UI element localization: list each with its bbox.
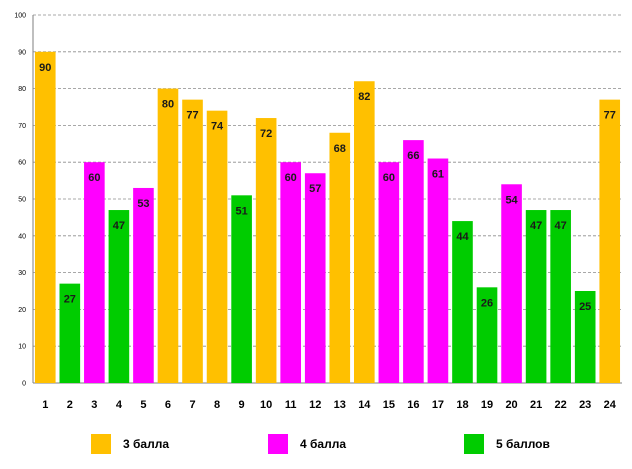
data-label-13: 68 [334, 143, 346, 155]
x-tick-label-8: 8 [214, 399, 220, 411]
y-tick-label: 0 [22, 381, 26, 388]
x-tick-label-15: 15 [383, 399, 395, 411]
x-tick-label-22: 22 [555, 399, 567, 411]
data-label-21: 47 [530, 220, 542, 232]
x-tick-label-24: 24 [604, 399, 617, 411]
legend-swatch-4 [268, 434, 288, 454]
legend-swatch-5 [464, 434, 484, 454]
bar-3 [84, 162, 105, 383]
data-label-9: 51 [235, 205, 247, 217]
bar-16 [403, 140, 424, 383]
bar-12 [304, 173, 326, 383]
legend-label-3: 3 балла [123, 437, 170, 451]
bar-13 [329, 132, 351, 383]
y-tick-labels: 0 10 20 30 40 50 60 70 80 90 100 [14, 13, 26, 388]
y-tick-label: 70 [18, 123, 26, 130]
bar-22 [550, 210, 571, 383]
x-tick-label-11: 11 [285, 399, 297, 411]
bar-15 [378, 162, 400, 383]
x-tick-label-18: 18 [456, 399, 468, 411]
x-tick-label-6: 6 [165, 399, 171, 411]
bar-7 [182, 99, 203, 383]
x-tick-label-12: 12 [309, 399, 321, 411]
x-tick-label-21: 21 [530, 399, 542, 411]
x-tick-label-23: 23 [579, 399, 591, 411]
legend-label-5: 5 баллов [496, 437, 550, 451]
bar-8 [206, 110, 228, 384]
data-label-17: 61 [432, 169, 444, 181]
data-label-15: 60 [383, 172, 395, 184]
bar-6 [157, 88, 179, 383]
y-tick-label: 10 [18, 344, 26, 351]
y-tick-label: 60 [18, 160, 26, 167]
data-label-1: 90 [39, 62, 51, 74]
data-label-3: 60 [88, 172, 100, 184]
data-label-24: 77 [604, 110, 616, 122]
bar-10 [255, 118, 277, 383]
bar-9 [231, 195, 252, 383]
data-label-18: 44 [456, 231, 469, 243]
x-tick-label-3: 3 [91, 399, 97, 411]
legend-item-4: 4 балла [268, 432, 346, 456]
bar-11 [280, 162, 301, 383]
bar-17 [427, 158, 449, 383]
bar-4 [108, 210, 130, 383]
x-tick-label-2: 2 [67, 399, 73, 411]
x-tick-label-16: 16 [407, 399, 419, 411]
bar-19 [476, 287, 498, 383]
data-labels: 90 27 60 47 53 80 77 74 51 72 60 57 68 82 60 66 61 44 26 54… [39, 62, 616, 313]
x-tick-label-17: 17 [432, 399, 444, 411]
legend-item-3: 3 балла [91, 432, 169, 456]
data-label-23: 25 [579, 301, 591, 313]
data-label-8: 74 [211, 121, 224, 133]
x-tick-label-9: 9 [239, 399, 245, 411]
data-label-5: 53 [137, 198, 149, 210]
data-label-4: 47 [113, 220, 125, 232]
data-label-2: 27 [64, 294, 76, 306]
x-tick-label-7: 7 [189, 399, 195, 411]
data-label-10: 72 [260, 128, 272, 140]
y-tick-label: 90 [18, 49, 26, 56]
y-tick-label: 40 [18, 233, 26, 240]
data-label-20: 54 [505, 194, 518, 206]
y-tick-label: 100 [14, 13, 26, 20]
bars [34, 51, 621, 384]
bar-21 [525, 210, 547, 383]
data-label-22: 47 [555, 220, 567, 232]
data-label-19: 26 [481, 297, 493, 309]
x-tick-label-4: 4 [116, 399, 123, 411]
x-tick-label-13: 13 [334, 399, 346, 411]
y-tick-label: 50 [18, 197, 26, 204]
x-tick-label-5: 5 [140, 399, 146, 411]
y-tick-label: 80 [18, 86, 26, 93]
data-label-16: 66 [407, 150, 419, 162]
axes [32, 15, 622, 384]
bar-2 [59, 283, 81, 383]
data-label-14: 82 [358, 91, 370, 103]
bar-18 [452, 221, 473, 383]
x-tick-label-10: 10 [260, 399, 272, 411]
bar-5 [133, 187, 154, 383]
y-tick-label: 20 [18, 307, 26, 314]
bar-23 [574, 291, 596, 383]
bar-1 [34, 51, 56, 384]
data-label-12: 57 [309, 183, 321, 195]
x-tick-label-14: 14 [358, 399, 371, 411]
grid-lines [33, 14, 622, 347]
x-tick-label-1: 1 [42, 399, 48, 411]
data-label-6: 80 [162, 99, 174, 111]
legend-swatch-3 [91, 434, 111, 454]
legend-label-4: 4 балла [300, 437, 347, 451]
x-tick-label-19: 19 [481, 399, 493, 411]
x-tick-label-20: 20 [505, 399, 517, 411]
bar-24 [599, 99, 621, 383]
bar-14 [354, 81, 375, 384]
bar-20 [501, 184, 522, 383]
legend-item-5: 5 баллов [464, 432, 550, 456]
data-label-7: 77 [186, 110, 198, 122]
x-tick-labels: 1 2 3 4 5 6 7 8 9 10 11 12 13 14 15 16 17 18 19 20 21 22 23 24 [42, 399, 617, 411]
data-label-11: 60 [285, 172, 297, 184]
y-tick-label: 30 [18, 270, 26, 277]
